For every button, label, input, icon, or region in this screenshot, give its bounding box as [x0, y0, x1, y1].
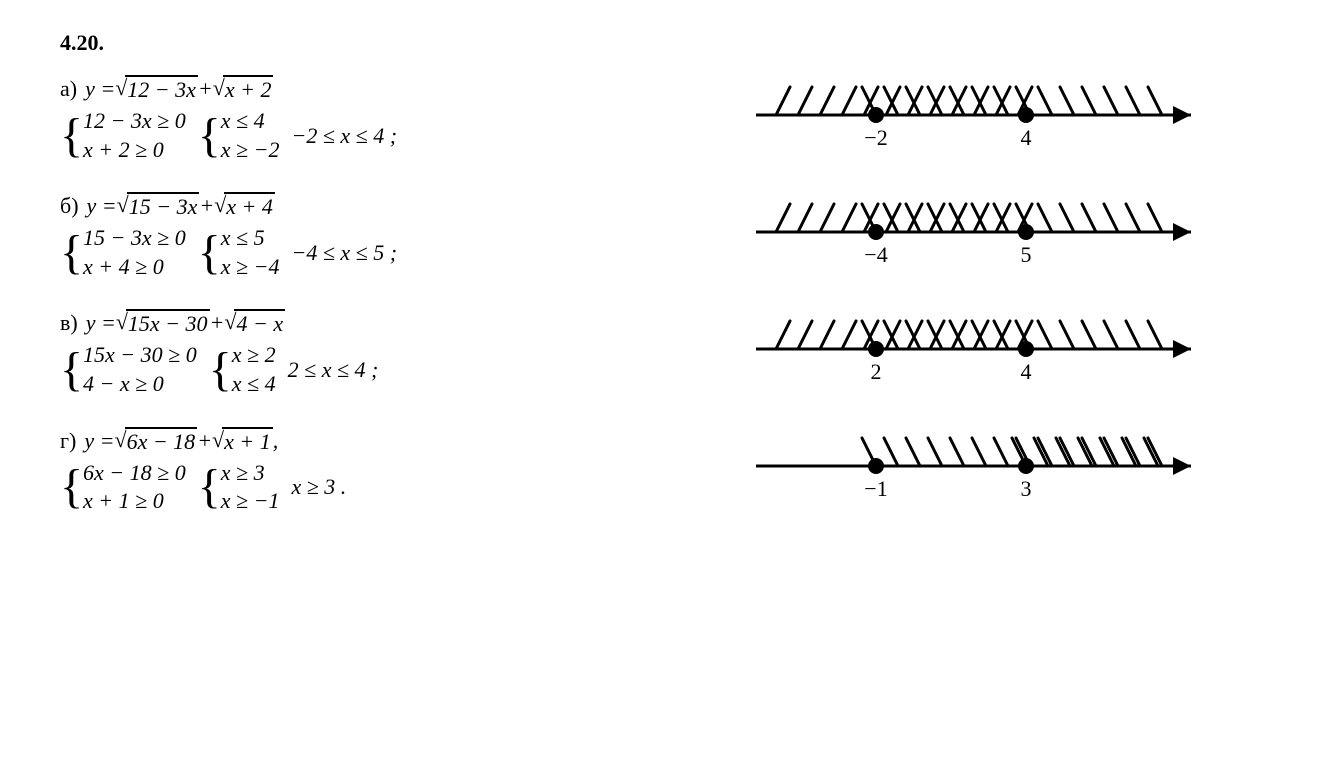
- part-label: г): [60, 428, 76, 454]
- part-label: б): [60, 193, 79, 219]
- problem-2: в) y = √15x − 30 + √4 − x { 15x − 30 ≥ 0…: [60, 305, 1271, 402]
- number-line: −1 3: [680, 436, 1271, 506]
- svg-text:−2: −2: [864, 125, 887, 150]
- system: { 15x − 30 ≥ 04 − x ≥ 0 { x ≥ 2x ≤ 4 2 ≤…: [60, 341, 680, 398]
- equation: а) y = √12 − 3x + √x + 2: [60, 75, 680, 103]
- result: −4 ≤ x ≤ 5 ;: [291, 240, 397, 266]
- number-line: −2 4: [680, 85, 1271, 155]
- part-label: в): [60, 310, 78, 336]
- svg-text:−4: −4: [864, 242, 887, 267]
- system: { 6x − 18 ≥ 0x + 1 ≥ 0 { x ≥ 3x ≥ −1 x ≥…: [60, 459, 680, 516]
- part-label: а): [60, 76, 77, 102]
- result: 2 ≤ x ≤ 4 ;: [288, 357, 379, 383]
- problem-3: г) y = √6x − 18 + √x + 1 , { 6x − 18 ≥ 0…: [60, 423, 1271, 520]
- svg-text:4: 4: [1020, 125, 1031, 150]
- problem-1: б) y = √15 − 3x + √x + 4 { 15 − 3x ≥ 0x …: [60, 188, 1271, 285]
- system: { 15 − 3x ≥ 0x + 4 ≥ 0 { x ≤ 5x ≥ −4 −4 …: [60, 224, 680, 281]
- result: x ≥ 3 .: [291, 474, 346, 500]
- system: { 12 − 3x ≥ 0x + 2 ≥ 0 { x ≤ 4x ≥ −2 −2 …: [60, 107, 680, 164]
- svg-text:−1: −1: [864, 476, 887, 501]
- number-line: 24: [680, 319, 1271, 389]
- problem-0: а) y = √12 − 3x + √x + 2 { 12 − 3x ≥ 0x …: [60, 71, 1271, 168]
- equation: г) y = √6x − 18 + √x + 1 ,: [60, 427, 680, 455]
- number-line: −4 5: [680, 202, 1271, 272]
- svg-text:3: 3: [1020, 476, 1031, 501]
- svg-text:4: 4: [1020, 359, 1031, 384]
- result: −2 ≤ x ≤ 4 ;: [291, 123, 397, 149]
- svg-text:5: 5: [1020, 242, 1031, 267]
- equation: б) y = √15 − 3x + √x + 4: [60, 192, 680, 220]
- problem-number: 4.20.: [60, 30, 1271, 56]
- problems-container: а) y = √12 − 3x + √x + 2 { 12 − 3x ≥ 0x …: [60, 71, 1271, 520]
- equation: в) y = √15x − 30 + √4 − x: [60, 309, 680, 337]
- svg-text:2: 2: [870, 359, 881, 384]
